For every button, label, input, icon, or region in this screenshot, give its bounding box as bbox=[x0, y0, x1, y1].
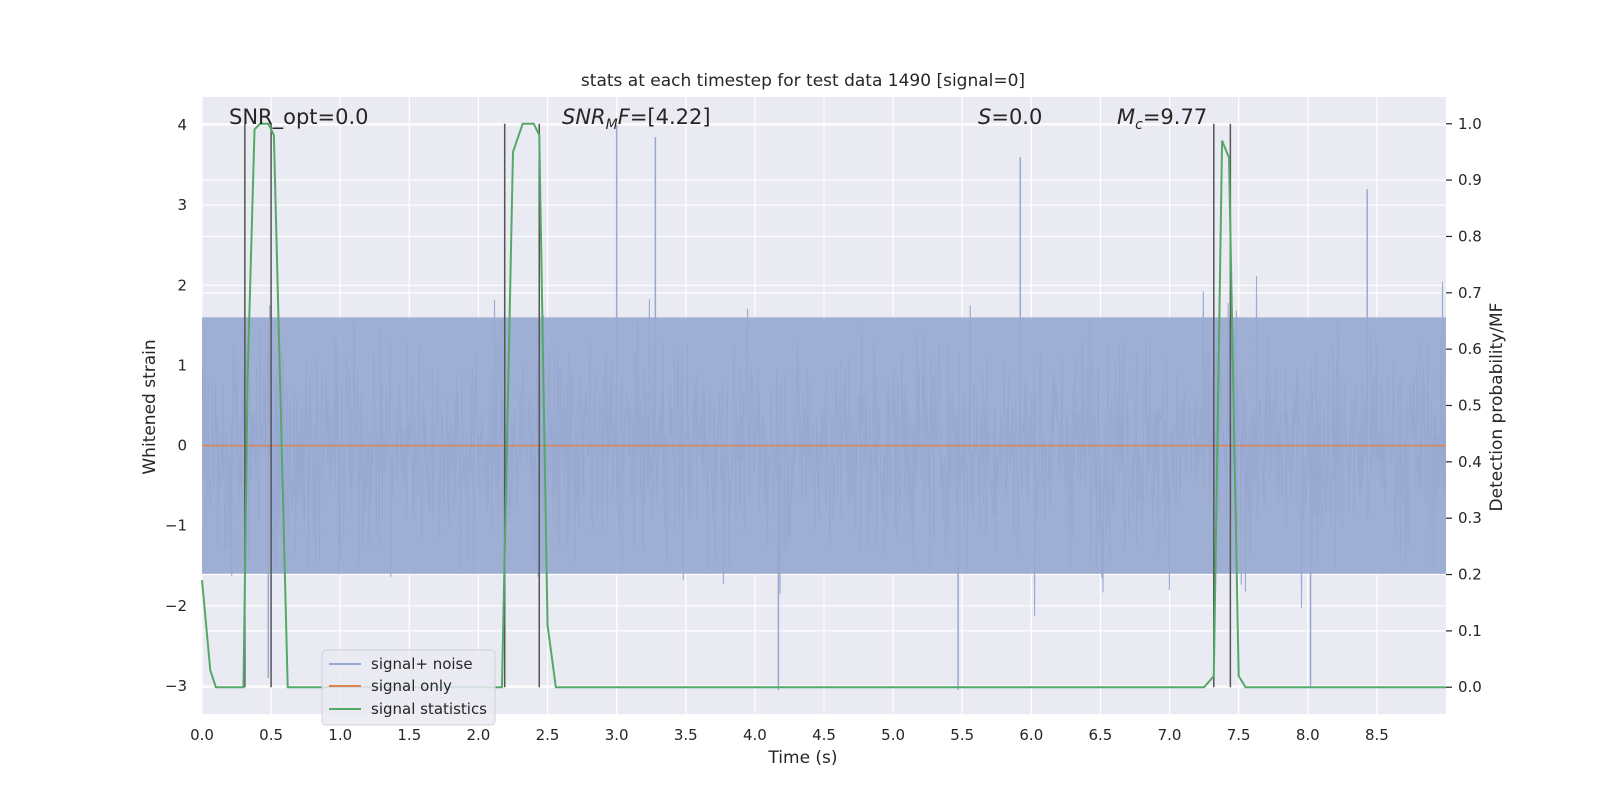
legend-label-signal-noise: signal+ noise bbox=[371, 655, 473, 673]
annotation-mc: Mc=9.77 bbox=[1117, 105, 1207, 133]
annotation-s: S=0.0 bbox=[978, 105, 1042, 129]
x-axis: 0.0 0.5 1.0 1.5 2.0 2.5 3.0 3.5 4.0 4.5 5.0 5.5 6.0 6… bbox=[190, 726, 1389, 744]
x-tick-label: 1.0 bbox=[328, 726, 352, 744]
y-left-tick-label: 2 bbox=[177, 276, 187, 294]
x-tick-label: 4.0 bbox=[743, 726, 767, 744]
y-right-tick-label: 0.2 bbox=[1458, 566, 1482, 584]
x-tick-label: 0.0 bbox=[190, 726, 214, 744]
x-tick-label: 7.0 bbox=[1158, 726, 1182, 744]
y-right-tick-label: 0.9 bbox=[1458, 171, 1482, 189]
x-tick-label: 1.5 bbox=[397, 726, 421, 744]
x-axis-label: Time (s) bbox=[767, 748, 837, 768]
y-right-tick-label: 0.4 bbox=[1458, 453, 1482, 471]
x-tick-label: 3.5 bbox=[674, 726, 698, 744]
y-left-tick-label: −1 bbox=[165, 517, 187, 535]
y-axis-right-label: Detection probability/MF bbox=[1487, 303, 1507, 512]
y-left-tick-label: 4 bbox=[177, 116, 187, 134]
y-axis-left-label: Whitened strain bbox=[140, 339, 160, 474]
legend-label-signal-only: signal only bbox=[371, 677, 452, 695]
y-left-tick-label: 3 bbox=[177, 196, 187, 214]
chart-title: stats at each timestep for test data 149… bbox=[581, 71, 1025, 91]
y-left-tick-label: −2 bbox=[165, 597, 187, 615]
annotations: SNR_opt=0.0 SNRMF=[4.22] S=0.0 Mc=9.77 bbox=[229, 105, 1207, 133]
x-tick-label: 2.5 bbox=[536, 726, 560, 744]
x-tick-label: 4.5 bbox=[812, 726, 836, 744]
x-tick-label: 0.5 bbox=[259, 726, 283, 744]
x-tick-label: 7.5 bbox=[1227, 726, 1251, 744]
y-right-tick-label: 0.6 bbox=[1458, 340, 1482, 358]
signal-statistics-line bbox=[201, 122, 1446, 689]
y-axis-right: 0.0 0.1 0.2 0.3 0.4 0.5 0.6 0.7 0.8 0.9 1.0 bbox=[1446, 115, 1482, 696]
y-left-tick-label: −3 bbox=[165, 677, 187, 695]
annotation-snr-opt: SNR_opt=0.0 bbox=[229, 105, 369, 130]
series-signal-statistics bbox=[201, 122, 1446, 689]
x-tick-label: 3.0 bbox=[605, 726, 629, 744]
x-tick-label: 5.0 bbox=[881, 726, 905, 744]
x-tick-label: 5.5 bbox=[950, 726, 974, 744]
y-left-tick-label: 0 bbox=[177, 437, 187, 455]
x-tick-label: 8.0 bbox=[1296, 726, 1320, 744]
y-axis-left: −3 −2 −1 0 1 2 3 4 bbox=[165, 116, 187, 695]
x-tick-label: 6.0 bbox=[1019, 726, 1043, 744]
x-tick-label: 8.5 bbox=[1365, 726, 1389, 744]
y-right-tick-label: 0.1 bbox=[1458, 622, 1482, 640]
y-right-tick-label: 0.0 bbox=[1458, 678, 1482, 696]
y-right-tick-label: 0.7 bbox=[1458, 284, 1482, 302]
y-left-tick-label: 1 bbox=[177, 356, 187, 374]
y-right-tick-label: 0.3 bbox=[1458, 509, 1482, 527]
x-tick-label: 6.5 bbox=[1089, 726, 1113, 744]
legend: signal+ noise signal only signal statist… bbox=[321, 649, 496, 726]
legend-box bbox=[321, 649, 496, 726]
legend-label-signal-statistics: signal statistics bbox=[371, 700, 487, 718]
y-right-tick-label: 1.0 bbox=[1458, 115, 1482, 133]
y-right-tick-label: 0.5 bbox=[1458, 397, 1482, 415]
x-tick-label: 2.0 bbox=[467, 726, 491, 744]
annotation-snr-mf: SNRMF=[4.22] bbox=[562, 105, 711, 133]
y-right-tick-label: 0.8 bbox=[1458, 227, 1482, 245]
